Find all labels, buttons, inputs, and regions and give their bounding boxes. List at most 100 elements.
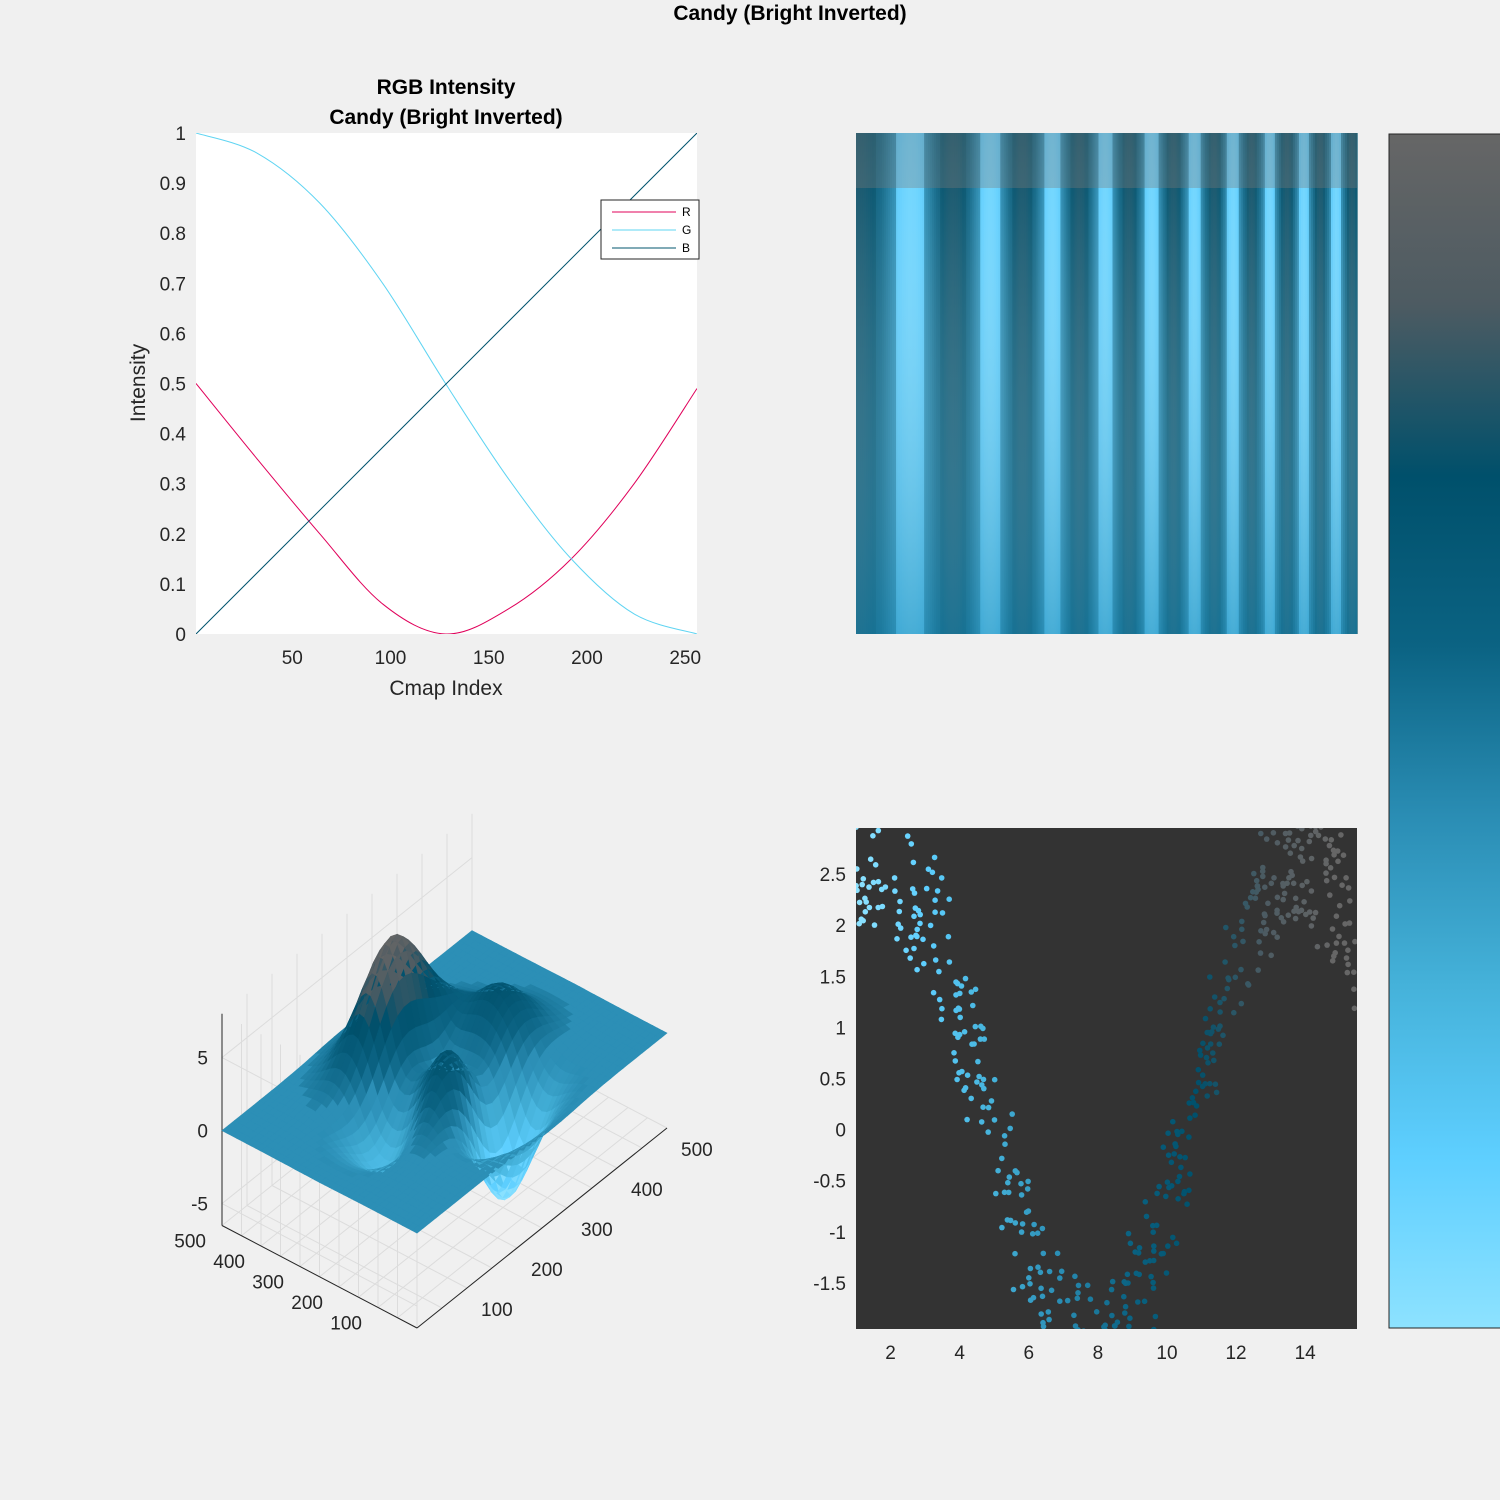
scatter-point bbox=[1038, 1311, 1044, 1317]
scatter-point bbox=[894, 796, 900, 802]
surface-ztick-label: 5 bbox=[197, 1049, 208, 1070]
rgb-xlabel: Cmap Index bbox=[389, 677, 503, 700]
scatter-point bbox=[1101, 1366, 1107, 1372]
scatter-point bbox=[1289, 807, 1295, 813]
scatter-point bbox=[1173, 1240, 1180, 1247]
scatter-points bbox=[856, 788, 1357, 1401]
scatter-point bbox=[1018, 1229, 1025, 1235]
scatter-point bbox=[1005, 1189, 1012, 1196]
scatter-point bbox=[1053, 1352, 1059, 1358]
scatter-point bbox=[911, 890, 918, 896]
scatter-point bbox=[1343, 955, 1350, 961]
scatter-point bbox=[961, 1029, 968, 1035]
rgb-xtick-label: 50 bbox=[282, 648, 303, 669]
scatter-point bbox=[1039, 1293, 1046, 1300]
scatter-point bbox=[1187, 1115, 1193, 1121]
scatter-point bbox=[858, 788, 864, 794]
scatter-point bbox=[1002, 1141, 1008, 1147]
scatter-point bbox=[1232, 974, 1239, 981]
scatter-point bbox=[1308, 855, 1315, 862]
scatter-point bbox=[1166, 1184, 1172, 1191]
rgb-xtick-label: 200 bbox=[571, 648, 603, 669]
scatter-point bbox=[1244, 904, 1250, 910]
scatter-xtick-label: 8 bbox=[1093, 1343, 1104, 1364]
scatter-point bbox=[1225, 975, 1231, 981]
scatter-point bbox=[1284, 880, 1290, 887]
scatter-point bbox=[1217, 1009, 1223, 1015]
scatter-ytick-label: 2.5 bbox=[820, 865, 846, 886]
scatter-point bbox=[895, 921, 901, 927]
scatter-point bbox=[978, 1119, 985, 1125]
scatter-point bbox=[1171, 1151, 1177, 1157]
stripe-image bbox=[856, 133, 1358, 634]
scatter-point bbox=[892, 807, 898, 813]
scatter-point bbox=[1136, 1245, 1143, 1251]
scatter-point bbox=[879, 812, 885, 818]
scatter-point bbox=[1052, 1368, 1058, 1374]
scatter-point bbox=[894, 936, 900, 942]
scatter-point bbox=[1117, 1349, 1123, 1355]
scatter-point bbox=[1274, 934, 1280, 940]
scatter-point bbox=[1327, 892, 1333, 898]
surface-facet bbox=[655, 1030, 668, 1039]
scatter-point bbox=[1264, 812, 1270, 818]
scatter-point bbox=[862, 895, 868, 902]
scatter-xtick-label: 4 bbox=[954, 1343, 965, 1364]
scatter-point bbox=[1220, 1032, 1226, 1039]
scatter-point bbox=[972, 1023, 979, 1030]
scatter-point bbox=[1031, 1221, 1037, 1228]
scatter-point bbox=[1239, 918, 1245, 925]
surface-ytick-label: 100 bbox=[330, 1314, 362, 1335]
scatter-point bbox=[1326, 842, 1333, 849]
scatter-xtick-label: 10 bbox=[1156, 1343, 1177, 1364]
scatter-point bbox=[1019, 1221, 1026, 1227]
scatter-point bbox=[1256, 939, 1262, 945]
scatter-point bbox=[1093, 1309, 1100, 1315]
scatter-point bbox=[1296, 788, 1302, 794]
scatter-point bbox=[1210, 1050, 1216, 1056]
scatter-point bbox=[1040, 1250, 1047, 1257]
scatter-point bbox=[1045, 1309, 1052, 1315]
surface-xtick-label: 300 bbox=[581, 1220, 613, 1241]
scatter-point bbox=[1006, 1174, 1013, 1180]
scatter-point bbox=[872, 862, 879, 868]
rgb-ytick-label: 0.8 bbox=[160, 224, 186, 245]
scatter-point bbox=[1150, 1222, 1156, 1229]
scatter-point bbox=[1291, 842, 1297, 849]
scatter-point bbox=[925, 866, 932, 872]
scatter-point bbox=[953, 979, 959, 985]
scatter-point bbox=[1328, 837, 1335, 843]
scatter-point bbox=[1029, 1231, 1036, 1237]
scatter-point bbox=[1139, 1336, 1145, 1342]
scatter-point bbox=[1312, 799, 1318, 805]
scatter-point bbox=[999, 1224, 1005, 1231]
surface-ytick-label: 400 bbox=[213, 1252, 245, 1273]
scatter-point bbox=[1347, 898, 1353, 904]
scatter-point bbox=[1009, 1111, 1015, 1117]
scatter-point bbox=[1207, 974, 1213, 980]
scatter-point bbox=[1336, 933, 1342, 940]
scatter-point bbox=[1211, 994, 1218, 1000]
scatter-point bbox=[1025, 1178, 1031, 1185]
scatter-point bbox=[991, 1117, 998, 1123]
scatter-point bbox=[1274, 840, 1281, 846]
scatter-point bbox=[1075, 1327, 1081, 1329]
scatter-ytick-label: 2 bbox=[835, 916, 846, 937]
scatter-point bbox=[1152, 1313, 1159, 1320]
scatter-point bbox=[891, 811, 897, 817]
scatter-axes-background bbox=[856, 828, 1357, 1329]
scatter-point bbox=[1151, 1243, 1157, 1249]
scatter-point bbox=[873, 793, 879, 799]
scatter-point bbox=[1104, 1299, 1110, 1306]
scatter-point bbox=[1150, 1257, 1157, 1264]
scatter-point bbox=[1286, 875, 1292, 881]
scatter-point bbox=[1318, 828, 1324, 830]
scatter-point bbox=[1060, 1345, 1066, 1351]
scatter-point bbox=[1070, 1395, 1076, 1401]
scatter-point bbox=[1165, 1243, 1171, 1249]
scatter-point bbox=[1122, 1310, 1128, 1316]
scatter-point bbox=[871, 922, 878, 928]
scatter-point bbox=[934, 888, 941, 894]
scatter-point bbox=[914, 966, 920, 973]
scatter-point bbox=[939, 1005, 945, 1012]
